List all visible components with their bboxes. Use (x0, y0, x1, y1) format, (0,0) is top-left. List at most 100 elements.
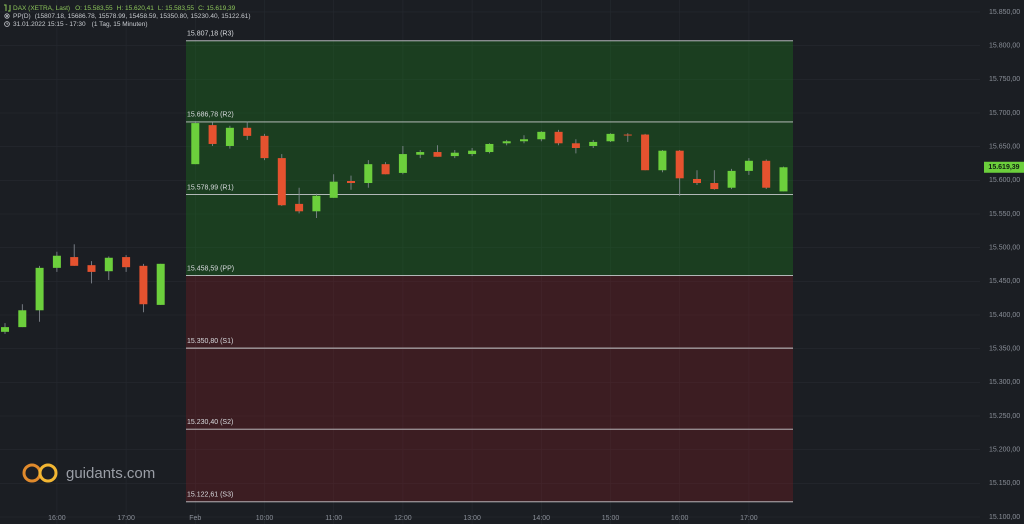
last-price-badge (984, 161, 1024, 173)
y-tick-label: 15.550,00 (989, 211, 1020, 218)
candle-body (433, 152, 442, 157)
candle-body (485, 143, 494, 153)
ohlc-open: O: 15.583,55 (75, 5, 113, 12)
x-tick-label: 15:00 (602, 515, 620, 522)
pivot-label: 15.807,18 (R3) (187, 31, 234, 38)
candle-body (502, 141, 511, 144)
candle-body (35, 267, 44, 311)
candle-body (87, 265, 96, 272)
pivot-label: 15.122,61 (S3) (187, 492, 233, 499)
candle-body (468, 150, 477, 155)
symbol-icon (4, 4, 11, 12)
x-tick-label: 10:00 (256, 515, 274, 522)
x-tick-label: 11:00 (325, 515, 342, 522)
candle-body (744, 160, 753, 171)
y-tick-label: 15.250,00 (989, 413, 1020, 420)
indicator-icon-dot (6, 15, 8, 17)
candle-body (589, 141, 598, 146)
pivot-zone-down (186, 275, 793, 502)
watermark-text: guidants.com (66, 465, 155, 482)
candle-body (312, 195, 321, 212)
candle-body (554, 131, 563, 144)
y-tick-label: 15.350,00 (989, 346, 1020, 353)
x-tick-label: 13:00 (463, 515, 481, 522)
candle-body (277, 158, 286, 206)
candle-body (416, 152, 425, 155)
candle-body (295, 203, 304, 212)
header: DAX (XETRA, Last) O: 15.583,55 H: 15.620,4… (4, 4, 250, 28)
interval: (1 Tag, 15 Minuten) (92, 21, 148, 28)
candle-body (658, 150, 667, 171)
y-tick-label: 15.650,00 (989, 143, 1020, 150)
logo-ring-right (38, 463, 58, 483)
pivot-label: 15.686,78 (R2) (187, 112, 234, 119)
x-tick-label: 16:00 (671, 515, 689, 522)
candle-body (18, 310, 27, 328)
y-tick-label: 15.450,00 (989, 278, 1020, 285)
candle-body (641, 134, 650, 171)
candle-body (675, 150, 684, 179)
candle-body (450, 152, 459, 157)
candle-body (762, 160, 771, 188)
candle-body (225, 127, 234, 146)
indicator-line: PP(D) (15807.18, 15686.78, 15578.99, 1545… (13, 13, 250, 20)
x-tick-label: 17:00 (740, 515, 758, 522)
pivot-label: 15.458,59 (PP) (187, 265, 234, 272)
period-line: 31.01.2022 15:15 - 17:30 (1 Tag, 15 Minut… (13, 21, 148, 28)
candle-body (260, 135, 269, 159)
plot-layer: 15.807,18 (R3) 15.686,78 (R2) 15.578,99 (R… (0, 0, 980, 524)
candle-body (571, 143, 580, 149)
candle-body (208, 125, 217, 144)
candle-body (364, 164, 373, 184)
x-tick-label: 17:00 (117, 515, 135, 522)
last-price-label: 15.619,39 (988, 164, 1019, 171)
pivot-label: 15.350,80 (S1) (187, 338, 233, 345)
header-line: DAX (XETRA, Last) O: 15.583,55 H: 15.620,4… (13, 5, 236, 12)
candle-body (243, 127, 252, 136)
candle-body (122, 257, 131, 268)
indicator-values: (15807.18, 15686.78, 15578.99, 15458.59,… (35, 13, 251, 20)
y-tick-label: 15.500,00 (989, 245, 1020, 252)
ohlc-low: L: 15.583,55 (158, 5, 195, 12)
clock-icon (4, 21, 10, 27)
x-tick-label: 12:00 (394, 515, 412, 522)
candle-body (398, 154, 407, 173)
pivot-label: 15.578,99 (R1) (187, 184, 234, 191)
y-tick-label: 15.100,00 (989, 514, 1020, 521)
candle-body (347, 180, 355, 184)
candle-body (329, 181, 338, 198)
pivot-zone-up (186, 40, 793, 276)
y-tick-label: 15.150,00 (989, 480, 1020, 487)
candle-body (104, 257, 113, 272)
ohlc-close: C: 15.619,39 (198, 5, 236, 12)
candle-body (1, 327, 9, 332)
y-tick-label: 15.200,00 (989, 447, 1020, 454)
candle-body (70, 257, 79, 266)
candle-body (191, 123, 200, 165)
candle-body (606, 133, 615, 142)
candle-body (52, 255, 61, 268)
ohlc-high: H: 15.620,41 (117, 5, 155, 12)
candle-body (779, 167, 788, 192)
candle-body (727, 170, 736, 188)
y-tick-label: 15.750,00 (989, 76, 1020, 83)
indicator-icon (4, 13, 10, 19)
watermark: guidants.com (22, 463, 155, 483)
instrument: DAX (XETRA, Last) (13, 5, 70, 12)
x-tick-label: 14:00 (533, 515, 551, 522)
x-tick-label: 16:00 (48, 515, 66, 522)
period: 31.01.2022 15:15 - 17:30 (13, 21, 86, 28)
candle-body (139, 265, 148, 305)
candle-body (381, 164, 390, 175)
candle-body (710, 183, 719, 190)
candle-body (156, 263, 165, 305)
x-tick-label: Feb (189, 515, 201, 522)
y-tick-label: 15.700,00 (989, 110, 1020, 117)
candle-body (537, 131, 546, 140)
candle-body (693, 178, 701, 184)
y-tick-label: 15.300,00 (989, 379, 1020, 386)
y-tick-label: 15.850,00 (989, 9, 1020, 16)
y-tick-label: 15.800,00 (989, 42, 1020, 49)
